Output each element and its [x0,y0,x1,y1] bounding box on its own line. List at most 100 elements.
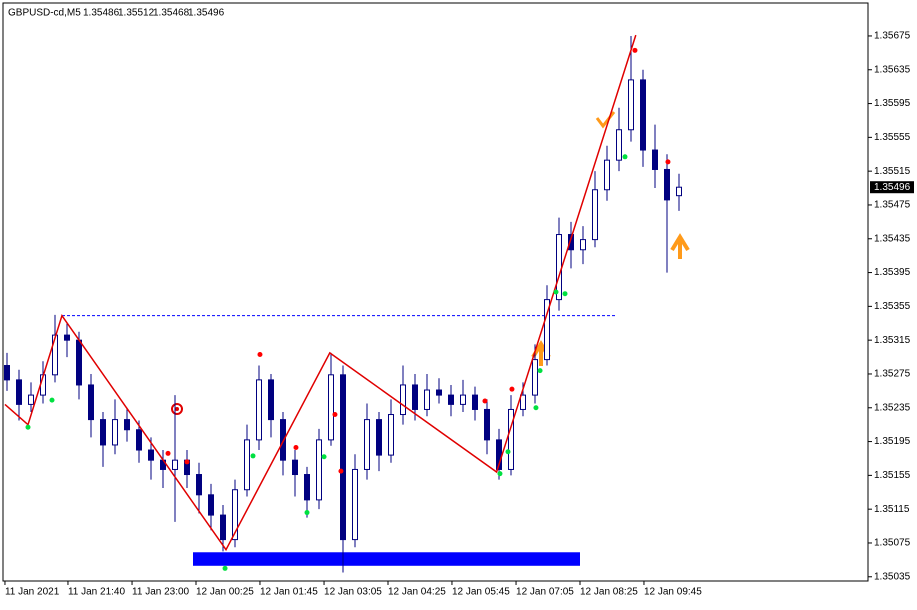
target-icon-dot [175,407,179,411]
y-tick-label: 1.35235 [874,402,911,413]
x-tick-label: 11 Jan 21:40 [68,587,126,598]
fractal-dot [250,453,256,459]
close-value: 1.35496 [188,8,225,19]
x-tick-label: 12 Jan 01:45 [260,587,318,598]
header: GBPUSD-cd,M5 1.35486 1.35512 1.35468 1.3… [8,8,225,19]
candle-body [484,408,490,441]
y-tick-label: 1.35515 [874,166,911,177]
fractal-dot [184,459,190,465]
y-tick-label: 1.35115 [874,504,910,515]
fractal-dot [533,405,539,411]
candle-body [304,474,310,501]
candle-body [436,389,442,396]
fractal-dot [553,289,559,295]
candle-body [472,394,478,410]
candle-body [124,419,130,431]
y-tick-label: 1.35675 [874,31,911,42]
fractal-dot [665,159,671,165]
candle-body [328,374,334,441]
y-tick-label: 1.35435 [874,233,911,244]
x-tick-label: 12 Jan 00:25 [196,587,254,598]
candle-body [568,234,574,251]
candle-body [628,79,634,131]
low-value: 1.35468 [153,8,190,19]
fractal-dot [632,47,638,53]
fractal-dot [537,368,543,374]
candle-body [172,459,178,470]
current-price-box [870,181,914,194]
y-tick-label: 1.35075 [874,538,911,549]
price-zone [193,552,580,566]
fractal-dot [482,398,488,404]
x-tick-label: 12 Jan 04:25 [388,587,446,598]
fractal-dot [257,352,263,358]
candle-body [280,419,286,461]
fractal-dot [622,154,628,160]
candle-body [640,79,646,151]
candle-body [448,394,454,405]
candle-body [592,189,598,241]
fractal-dot [222,565,228,571]
y-tick-label: 1.35315 [874,335,911,346]
candle-body [136,429,142,451]
target-icon [171,403,183,415]
candle-body [676,186,682,197]
candle-body [508,408,514,470]
fractal-dot [505,449,511,455]
x-tick-label: 12 Jan 09:45 [644,587,702,598]
fractal-dot [25,424,31,430]
x-tick-label: 11 Jan 2021 [5,587,60,598]
fractal-dot [332,412,338,418]
x-tick-label: 12 Jan 05:45 [452,587,510,598]
candle-body [244,439,250,491]
x-tick-label: 12 Jan 07:05 [516,587,574,598]
y-tick-label: 1.35595 [874,98,911,109]
y-tick-label: 1.35475 [874,200,911,211]
candle-body [16,379,22,405]
candle-body [400,384,406,416]
y-tick-label: 1.35555 [874,132,911,143]
y-tick-label: 1.35195 [874,436,911,447]
fractal-dot [293,444,299,450]
fractal-dot [509,386,515,392]
candle-body [580,239,586,251]
high-value: 1.35512 [118,8,155,19]
candle-body [652,149,658,170]
y-tick-label: 1.35355 [874,301,911,312]
candle-body [100,419,106,446]
fractal-dot [49,397,55,403]
candle-body [352,468,358,541]
candle-body [340,374,346,541]
candle-body [412,384,418,410]
fractal-dot [165,450,171,456]
candle-body [616,129,622,161]
candle-body [532,359,538,396]
zigzag-line [4,34,637,552]
x-tick-label: 11 Jan 23:00 [132,587,190,598]
candle-body [316,439,322,501]
current-price-label: 1.35496 [874,182,911,193]
candle-body [376,419,382,456]
candle-body [268,379,274,421]
y-tick-label: 1.35035 [874,571,911,582]
y-tick-label: 1.35635 [874,64,911,75]
y-tick-label: 1.35395 [874,267,911,278]
fractal-dot [562,291,568,297]
fractal-dot [497,471,503,477]
candle-body [4,365,10,381]
candle-body [520,394,526,410]
open-value: 1.35486 [83,8,120,19]
candle-body [544,299,550,361]
fractal-dot [304,510,310,516]
buy-arrow [670,233,690,259]
candle-body [28,394,34,405]
candle-body [292,459,298,476]
candle-body [364,419,370,470]
fractal-dot [321,454,327,460]
x-tick-label: 12 Jan 08:25 [580,587,638,598]
candle-body [256,379,262,441]
y-tick-label: 1.35275 [874,369,911,380]
candle-body [604,159,610,191]
